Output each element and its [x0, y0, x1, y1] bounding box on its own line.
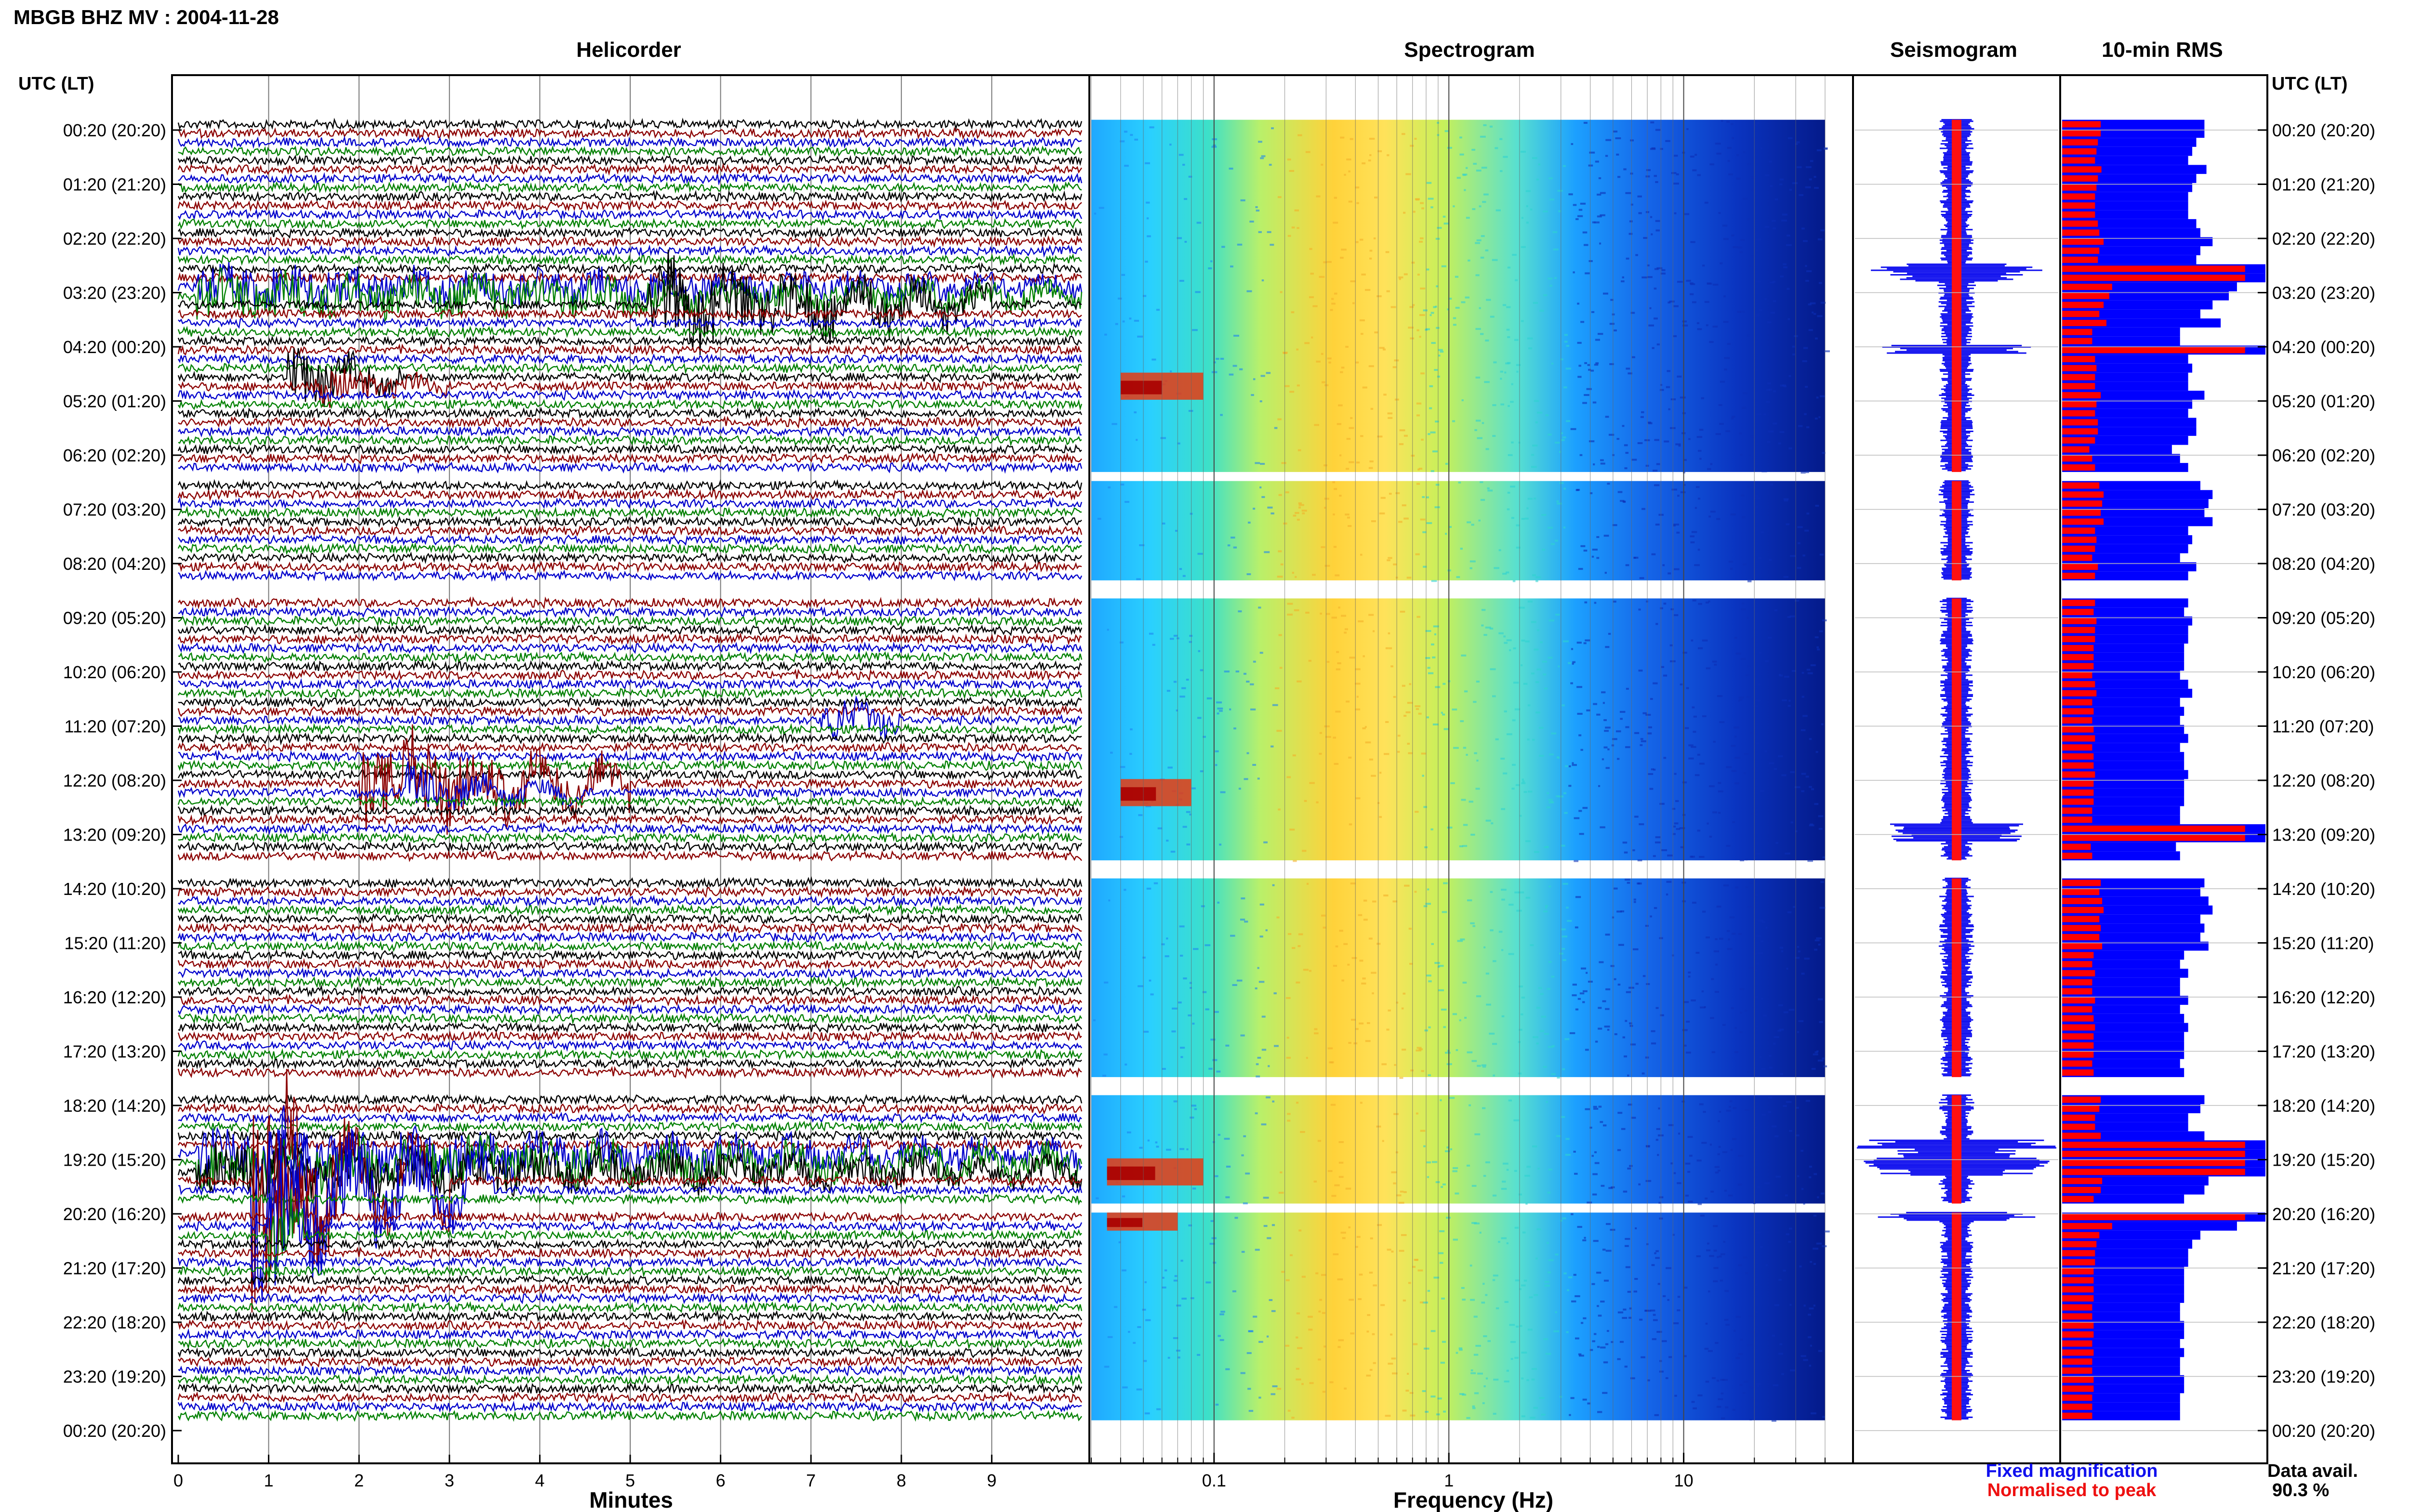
time-label-left: 07:20 (03:20)	[63, 500, 166, 520]
time-label-left: 09:20 (05:20)	[63, 608, 166, 628]
minutes-axis-label: Minutes	[589, 1487, 673, 1512]
frequency-tick-label: 10	[1674, 1471, 1694, 1490]
legend-fixed-magnification: Fixed magnification	[1986, 1461, 2158, 1481]
time-label-left: 11:20 (07:20)	[65, 717, 166, 736]
time-label-right: 01:20 (21:20)	[2272, 175, 2375, 195]
minutes-tick-label: 0	[173, 1471, 183, 1490]
time-label-right: 10:20 (06:20)	[2272, 662, 2375, 682]
minutes-tick-label: 3	[445, 1471, 454, 1490]
time-label-right: 14:20 (10:20)	[2272, 879, 2375, 899]
rms-frame	[2059, 74, 2268, 1464]
time-label-left: 08:20 (04:20)	[63, 554, 166, 574]
time-label-right: 07:20 (03:20)	[2272, 500, 2375, 520]
frequency-axis: 0.1 1 10	[1091, 1453, 1826, 1490]
data-availability-value: 90.3 %	[2272, 1480, 2329, 1500]
minutes-axis: 0 1 2 3 4 5 6 7 8 9	[173, 1455, 996, 1490]
minutes-tick-label: 6	[716, 1471, 726, 1490]
spectrogram-image	[1091, 75, 1830, 1463]
time-label-right: 04:20 (00:20)	[2272, 337, 2375, 357]
utc-label-right: UTC (LT)	[2272, 74, 2348, 94]
helicorder-traces	[177, 75, 1083, 1463]
minutes-tick-label: 2	[354, 1471, 364, 1490]
time-label-right: 02:20 (22:20)	[2272, 229, 2375, 249]
seismogram-traces	[1855, 119, 2058, 1431]
time-label-left: 12:20 (08:20)	[63, 771, 166, 790]
figure-title: MBGB BHZ MV : 2004-11-28	[13, 6, 279, 28]
time-label-right: 03:20 (23:20)	[2272, 283, 2375, 303]
time-label-left: 23:20 (19:20)	[63, 1367, 166, 1387]
time-label-left: 10:20 (06:20)	[63, 662, 166, 682]
time-label-right: 16:20 (12:20)	[2272, 987, 2375, 1007]
time-label-right: 12:20 (08:20)	[2272, 771, 2375, 790]
time-label-right: 06:20 (02:20)	[2272, 446, 2375, 465]
helicorder-title: Helicorder	[576, 38, 681, 62]
time-label-right: 09:20 (05:20)	[2272, 608, 2375, 628]
minutes-tick-label: 7	[806, 1471, 816, 1490]
data-availability-label: Data avail.	[2267, 1461, 2358, 1481]
minutes-tick-label: 1	[264, 1471, 274, 1490]
time-label-left: 02:20 (22:20)	[63, 229, 166, 249]
time-label-left: 00:20 (20:20)	[63, 120, 166, 140]
time-axis-right: 00:20 (20:20) 01:20 (21:20) 02:20 (22:20) 0…	[2258, 120, 2375, 1441]
time-label-left: 00:20 (20:20)	[63, 1421, 166, 1441]
frequency-tick-label: 0.1	[1202, 1471, 1226, 1490]
time-label-right: 08:20 (04:20)	[2272, 554, 2375, 574]
time-label-right: 20:20 (16:20)	[2272, 1204, 2375, 1224]
time-label-left: 14:20 (10:20)	[63, 879, 166, 899]
time-label-left: 05:20 (01:20)	[63, 392, 166, 411]
time-label-right: 19:20 (15:20)	[2272, 1150, 2375, 1170]
seismogram-title: Seismogram	[1890, 38, 2017, 62]
minutes-tick-label: 8	[897, 1471, 906, 1490]
time-label-right: 22:20 (18:20)	[2272, 1313, 2375, 1332]
time-label-left: 16:20 (12:20)	[63, 987, 166, 1007]
spectrogram-title: Spectrogram	[1404, 38, 1535, 62]
time-label-right: 13:20 (09:20)	[2272, 825, 2375, 845]
rms-title: 10-min RMS	[2102, 38, 2223, 62]
time-label-right: 00:20 (20:20)	[2272, 120, 2375, 140]
time-label-right: 05:20 (01:20)	[2272, 392, 2375, 411]
time-label-right: 00:20 (20:20)	[2272, 1421, 2375, 1441]
time-label-right: 11:20 (07:20)	[2272, 717, 2374, 736]
time-label-left: 06:20 (02:20)	[63, 446, 166, 465]
minutes-tick-label: 5	[625, 1471, 635, 1490]
rms-bars	[2062, 119, 2265, 1431]
time-label-right: 21:20 (17:20)	[2272, 1259, 2375, 1278]
minutes-tick-label: 4	[535, 1471, 544, 1490]
time-label-left: 22:20 (18:20)	[63, 1313, 166, 1332]
frequency-axis-label: Frequency (Hz)	[1393, 1487, 1553, 1512]
time-label-left: 19:20 (15:20)	[63, 1150, 166, 1170]
time-label-right: 18:20 (14:20)	[2272, 1096, 2375, 1116]
time-label-left: 18:20 (14:20)	[63, 1096, 166, 1116]
utc-label-left: UTC (LT)	[18, 74, 94, 94]
time-label-left: 20:20 (16:20)	[63, 1204, 166, 1224]
time-label-right: 15:20 (11:20)	[2272, 933, 2374, 953]
time-axis-left: 00:20 (20:20) 01:20 (21:20) 02:20 (22:20) 0…	[63, 120, 182, 1441]
time-label-left: 01:20 (21:20)	[63, 175, 166, 195]
time-label-left: 21:20 (17:20)	[63, 1259, 166, 1278]
time-label-right: 23:20 (19:20)	[2272, 1367, 2375, 1387]
minutes-tick-label: 9	[987, 1471, 996, 1490]
legend-normalised-to-peak: Normalised to peak	[1987, 1480, 2157, 1500]
time-label-left: 15:20 (11:20)	[65, 933, 166, 953]
frequency-tick-label: 1	[1444, 1471, 1454, 1490]
time-label-left: 13:20 (09:20)	[63, 825, 166, 845]
time-label-left: 03:20 (23:20)	[63, 283, 166, 303]
time-label-left: 04:20 (00:20)	[63, 337, 166, 357]
time-label-left: 17:20 (13:20)	[63, 1042, 166, 1062]
time-label-right: 17:20 (13:20)	[2272, 1042, 2375, 1062]
